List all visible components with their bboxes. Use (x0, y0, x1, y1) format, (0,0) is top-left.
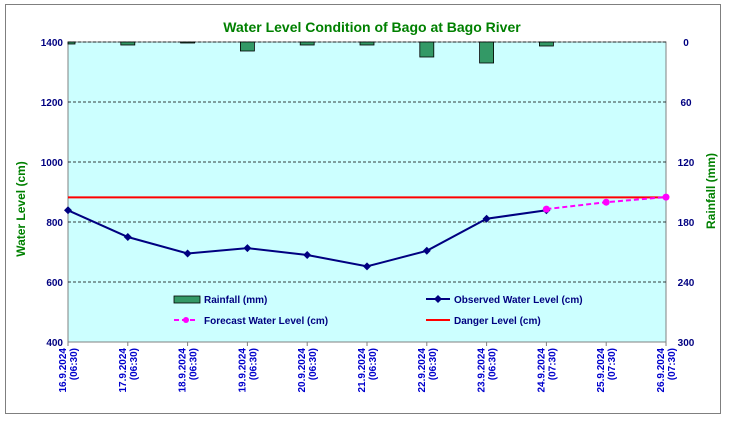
y-right-tick-label: 0 (683, 38, 689, 49)
rainfall-bar (239, 41, 255, 52)
y-left-tick-label: 1400 (41, 38, 64, 49)
rainfall-bar (67, 41, 76, 45)
x-tick-label-line: (07:30) (667, 348, 678, 380)
y-right-tick-label: 180 (678, 218, 695, 229)
x-tick-label: 17.9.2024 (06:30) (118, 348, 140, 393)
observed-water-level-point (482, 214, 491, 223)
legend-marker-observed (434, 295, 442, 303)
y-axis-left-title: Water Level (cm) (14, 161, 28, 257)
legend-item-danger: Danger Level (cm) (426, 316, 541, 327)
observed-water-level-point (183, 249, 192, 258)
x-tick-label: 16.9.2024 (06:30) (58, 348, 80, 393)
observed-water-level-point (363, 262, 371, 271)
x-tick-label-line: 25.9.2024 (596, 348, 607, 393)
observed-water-level-point (303, 251, 312, 259)
legend-label-observed: Observed Water Level (cm) (454, 295, 583, 306)
legend-marker-forecast (183, 317, 189, 323)
y-axis-right-title: Rainfall (mm) (704, 153, 718, 229)
y-left-tick-label: 1200 (41, 98, 64, 109)
water-level-lines (64, 193, 670, 271)
x-tick-label-line: 20.9.2024 (297, 348, 308, 393)
rainfall-bar (299, 41, 315, 46)
legend-item-rainfall: Rainfall (mm) (173, 295, 267, 306)
legend-item-forecast: Forecast Water Level (cm) (174, 316, 328, 327)
legend-label-danger: Danger Level (cm) (454, 316, 541, 327)
rainfall-bars (67, 41, 554, 64)
x-tick-label-line: (07:30) (547, 348, 558, 380)
x-tick-label-line: 26.9.2024 (656, 348, 667, 393)
rainfall-bar (419, 41, 435, 58)
x-tick-label-line: (06:30) (189, 348, 200, 380)
x-tick-label: 18.9.2024 (06:30) (178, 348, 200, 393)
legend-swatch-rainfall (173, 295, 201, 304)
x-tick-label: 26.9.2024 (07:30) (656, 348, 678, 393)
chart: Water Level Condition of Bago at Bago Ri… (14, 19, 718, 393)
y-left-tick-label: 400 (46, 338, 63, 349)
y-left-tick-label: 600 (46, 278, 63, 289)
x-tick-label-line: (06:30) (129, 348, 140, 380)
x-tick-label: 19.9.2024 (06:30) (237, 348, 259, 393)
x-tick-label: 21.9.2024 (06:30) (357, 348, 379, 393)
x-tick-label: 22.9.2024 (06:30) (417, 348, 439, 393)
x-tick-label-line: (06:30) (488, 348, 499, 380)
x-tick-label-line: 22.9.2024 (417, 348, 428, 393)
x-tick-label: 23.9.2024 (06:30) (477, 348, 499, 393)
y-left-tick-label: 800 (46, 218, 63, 229)
x-tick-label: 24.9.2024 (07:30) (536, 348, 558, 393)
chart-frame: Water Level Condition of Bago at Bago Ri… (5, 4, 721, 414)
x-tick-label-line: (06:30) (308, 348, 319, 380)
x-tick-label-line: (06:30) (368, 348, 379, 380)
rainfall-bar (120, 41, 136, 46)
x-tick-label-line: 17.9.2024 (118, 348, 129, 393)
x-tick-label-line: (06:30) (428, 348, 439, 380)
y-right-tick-label: 300 (678, 338, 695, 349)
x-tick-label-line: (06:30) (69, 348, 80, 380)
plot-area (67, 41, 667, 343)
observed-water-level-point (422, 246, 431, 255)
observed-water-level-point (64, 206, 72, 215)
x-tick-label-line: (07:30) (607, 348, 618, 380)
y-left-tick-label: 1000 (41, 158, 64, 169)
x-tick-label-line: 24.9.2024 (536, 348, 547, 393)
forecast-water-level-point (542, 205, 550, 213)
legend-label-rainfall: Rainfall (mm) (204, 295, 267, 306)
x-tick-label-line: (06:30) (248, 348, 259, 380)
y-right-tick-label: 60 (680, 98, 692, 109)
observed-water-level-point (243, 244, 252, 253)
x-tick-label-line: 19.9.2024 (237, 348, 248, 393)
y-right-tick-label: 120 (678, 158, 695, 169)
y-right-tick-label: 240 (678, 278, 695, 289)
legend-item-observed: Observed Water Level (cm) (426, 295, 583, 306)
forecast-water-level-point (662, 193, 670, 201)
x-tick-label-line: 23.9.2024 (477, 348, 488, 393)
axis-ticks: 400 600 800 1000 1200 1400 0 60 120 180 240 300 16.9… (41, 38, 695, 393)
rainfall-bar (359, 41, 375, 46)
x-tick-label-line: 16.9.2024 (58, 348, 69, 393)
rainfall-bar (180, 41, 196, 44)
x-tick-label-line: 21.9.2024 (357, 348, 368, 393)
rainfall-bar (539, 41, 554, 47)
x-tick-label: 25.9.2024 (07:30) (596, 348, 618, 393)
legend: Rainfall (mm) Observed Water Level (cm) Fo… (173, 295, 583, 327)
rainfall-bar (479, 41, 495, 64)
legend-label-forecast: Forecast Water Level (cm) (204, 316, 328, 327)
x-tick-label-line: 18.9.2024 (178, 348, 189, 393)
x-tick-label: 20.9.2024 (06:30) (297, 348, 319, 393)
observed-water-level-point (123, 233, 132, 241)
chart-title: Water Level Condition of Bago at Bago Ri… (223, 19, 521, 35)
forecast-water-level-point (602, 198, 610, 206)
